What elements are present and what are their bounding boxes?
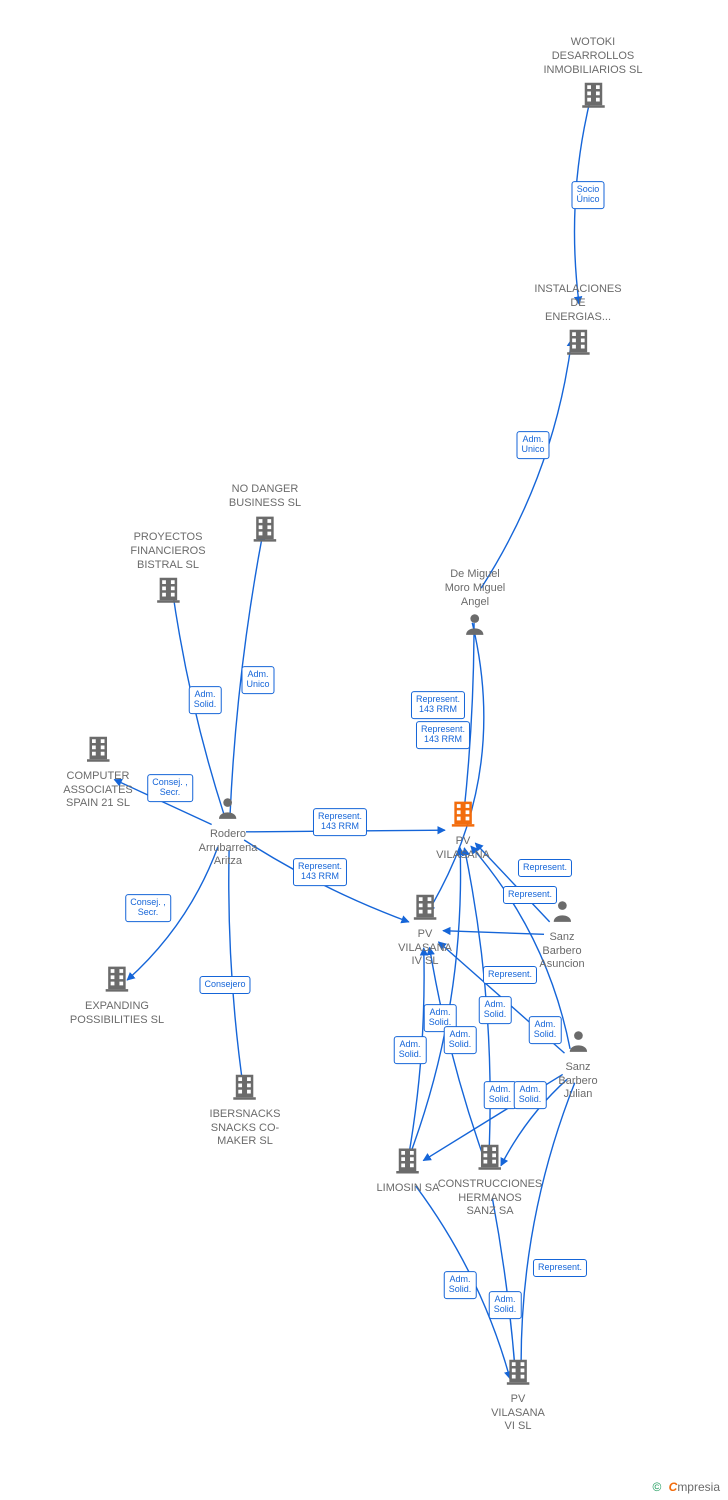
company-node-ibersnacks[interactable]: IBERSNACKS SNACKS CO- MAKER SL [210, 1071, 281, 1149]
company-node-nodanger[interactable]: NO DANGER BUSINESS SL [229, 483, 301, 547]
edge-construcciones-pv_vi [492, 1198, 515, 1377]
edge-label: Represent. 143 RRM [293, 858, 347, 886]
building-icon [102, 963, 132, 993]
person-node-rodero[interactable]: Rodero Arrubarrena Aritza [199, 795, 258, 869]
edge-label: Adm. Solid. [394, 1036, 427, 1064]
node-label: Sanz Barbero Asuncion [539, 931, 584, 972]
node-label: NO DANGER BUSINESS SL [229, 483, 301, 511]
copyright-symbol: © [652, 1480, 661, 1494]
building-icon [475, 1141, 505, 1171]
edge-label: Socio Único [571, 181, 604, 209]
edge-sanz_asuncion-pv_iv [443, 931, 544, 935]
building-icon [153, 574, 183, 604]
edge-label: Adm. Solid. [529, 1016, 562, 1044]
building-icon [448, 798, 478, 828]
company-node-pv_iv[interactable]: PV VILASANA IV SL [398, 891, 452, 969]
edge-demiguel-pv_main [464, 623, 474, 812]
edge-sanz_julian-pv_vi [521, 1083, 575, 1378]
person-icon [215, 795, 241, 821]
edge-label: Adm. Unico [241, 666, 274, 694]
company-node-instalaciones[interactable]: INSTALACIONES DE ENERGIAS... [534, 283, 621, 361]
node-label: CONSTRUCCIONES HERMANOS SANZ SA [438, 1178, 543, 1219]
node-label: COMPUTER ASSOCIATES SPAIN 21 SL [63, 770, 132, 811]
edge-label: Adm. Solid. [484, 1081, 517, 1109]
edge-label: Represent. 143 RRM [411, 691, 465, 719]
person-node-sanz_julian[interactable]: Sanz Barbero Julian [558, 1028, 597, 1102]
edge-label: Consej. , Secr. [147, 774, 193, 802]
node-label: PROYECTOS FINANCIEROS BISTRAL SL [130, 531, 205, 572]
building-icon [503, 1356, 533, 1386]
node-label: Sanz Barbero Julian [558, 1061, 597, 1102]
edge-label: Represent. [503, 886, 557, 904]
node-label: Rodero Arrubarrena Aritza [199, 828, 258, 869]
building-icon [83, 733, 113, 763]
company-node-computer[interactable]: COMPUTER ASSOCIATES SPAIN 21 SL [63, 733, 132, 811]
edge-label: Adm. Solid. [479, 996, 512, 1024]
company-node-pv_main[interactable]: PV VILASANA [436, 798, 490, 862]
building-icon [410, 891, 440, 921]
company-node-expanding[interactable]: EXPANDING POSSIBILITIES SL [70, 963, 164, 1027]
edge-label: Represent. 143 RRM [313, 808, 367, 836]
building-icon [230, 1071, 260, 1101]
edge-demiguel-instalaciones [481, 339, 572, 588]
edge-label: Represent. [483, 966, 537, 984]
node-label: WOTOKI DESARROLLOS INMOBILIARIOS SL [543, 36, 642, 77]
node-label: PV VILASANA IV SL [398, 928, 452, 969]
edge-label: Represent. 143 RRM [416, 721, 470, 749]
person-node-sanz_asuncion[interactable]: Sanz Barbero Asuncion [539, 898, 584, 972]
footer-credit: © Cmpresia [652, 1480, 720, 1494]
edge-label: Represent. [533, 1259, 587, 1277]
edge-label: Consejero [199, 976, 250, 994]
person-node-demiguel[interactable]: De Miguel Moro Miguel Angel [445, 568, 506, 642]
node-label: PV VILASANA [436, 835, 490, 863]
edge-label: Adm. Unico [516, 431, 549, 459]
company-node-proyectos[interactable]: PROYECTOS FINANCIEROS BISTRAL SL [130, 531, 205, 609]
company-node-pv_vi[interactable]: PV VILASANA VI SL [491, 1356, 545, 1434]
node-label: LIMOSIN SA [377, 1182, 440, 1196]
company-node-construcciones[interactable]: CONSTRUCCIONES HERMANOS SANZ SA [438, 1141, 543, 1219]
node-label: IBERSNACKS SNACKS CO- MAKER SL [210, 1108, 281, 1149]
edge-label: Adm. Solid. [189, 686, 222, 714]
company-node-limosin[interactable]: LIMOSIN SA [377, 1145, 440, 1196]
company-node-wotoki[interactable]: WOTOKI DESARROLLOS INMOBILIARIOS SL [543, 36, 642, 114]
person-icon [565, 1028, 591, 1054]
brand-rest: mpresia [677, 1480, 720, 1494]
edge-label: Adm. Solid. [514, 1081, 547, 1109]
edge-label: Consej. , Secr. [125, 894, 171, 922]
person-icon [462, 611, 488, 637]
node-label: INSTALACIONES DE ENERGIAS... [534, 283, 621, 324]
node-label: EXPANDING POSSIBILITIES SL [70, 1000, 164, 1028]
building-icon [393, 1145, 423, 1175]
node-label: De Miguel Moro Miguel Angel [445, 568, 506, 609]
node-label: PV VILASANA VI SL [491, 1393, 545, 1434]
edge-label: Adm. Solid. [489, 1291, 522, 1319]
edge-label: Adm. Solid. [444, 1271, 477, 1299]
edge-demiguel-pv_iv [428, 623, 484, 912]
edge-label: Represent. [518, 859, 572, 877]
building-icon [578, 79, 608, 109]
brand-first-letter: C [669, 1480, 678, 1494]
building-icon [563, 326, 593, 356]
building-icon [250, 512, 280, 542]
edge-rodero-ibersnacks [229, 850, 244, 1092]
edge-label: Adm. Solid. [444, 1026, 477, 1054]
edge-construcciones-pv_iv [430, 947, 486, 1162]
